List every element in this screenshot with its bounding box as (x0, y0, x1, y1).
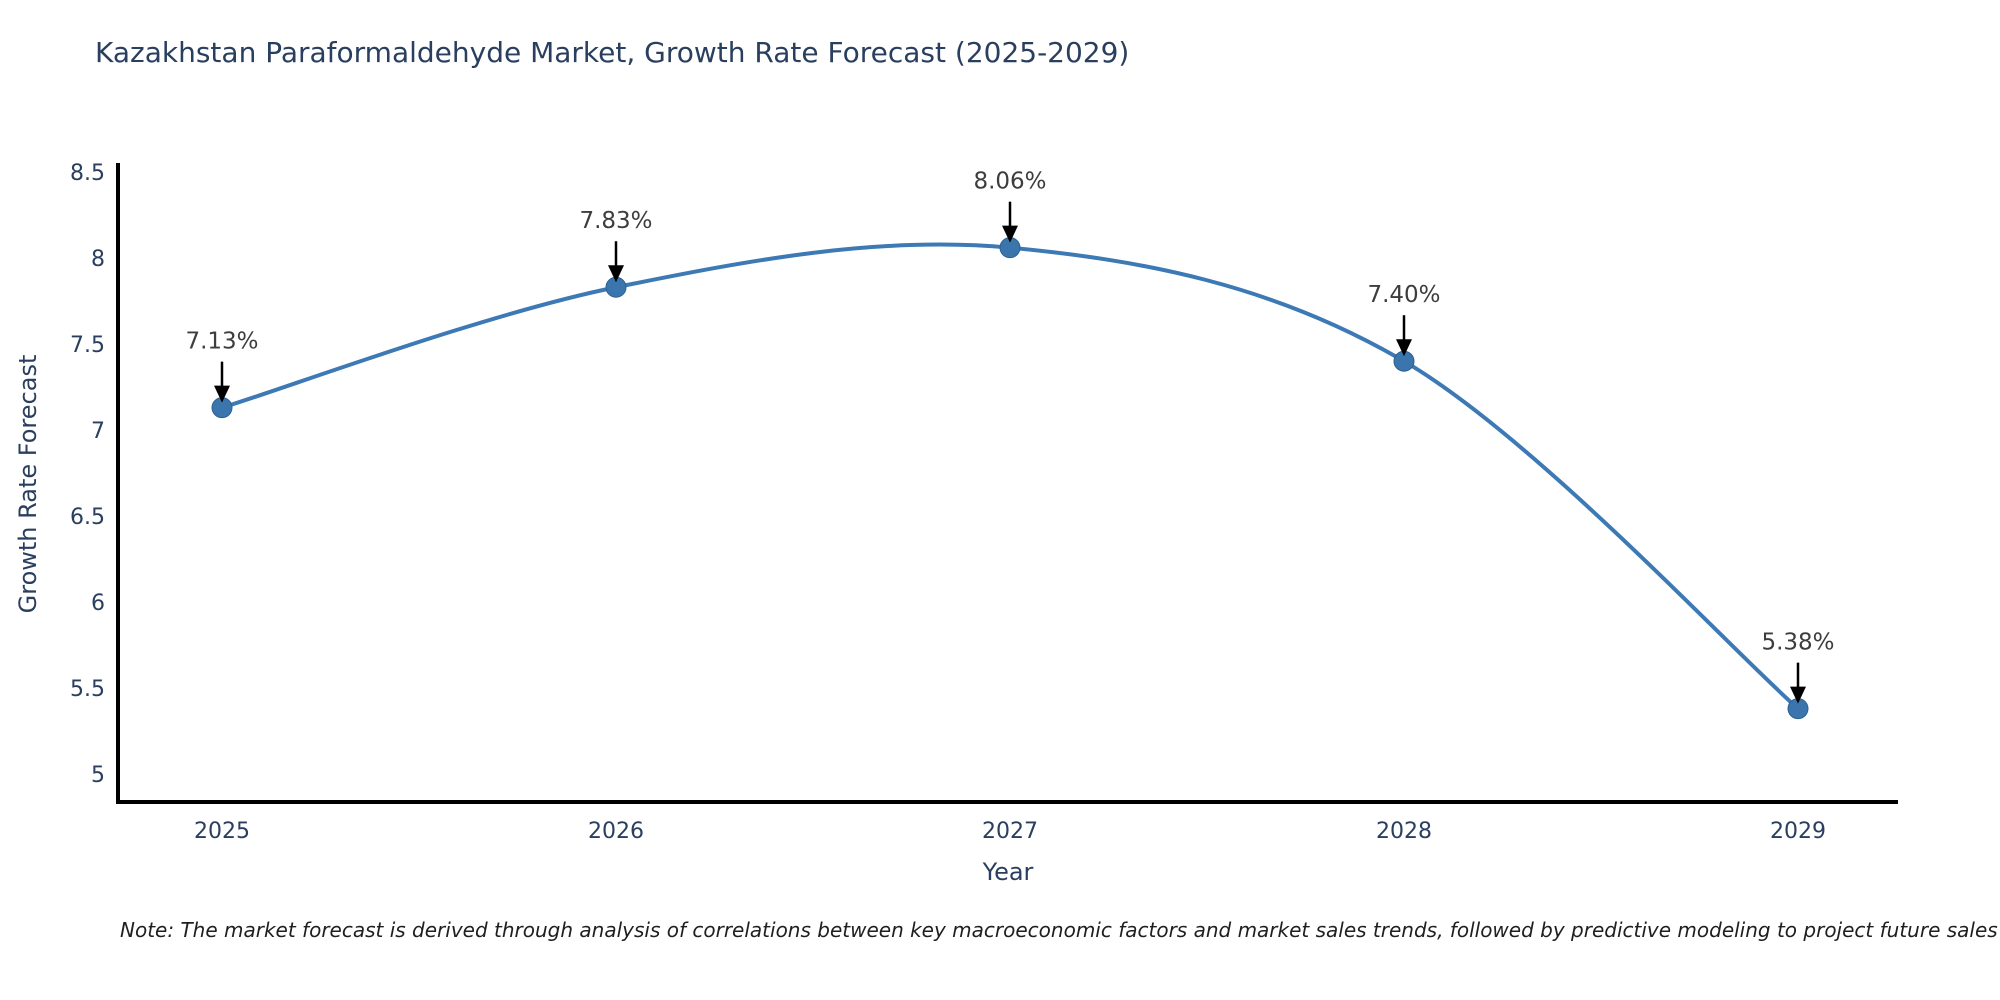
annotation-arrow-head (1396, 339, 1412, 357)
x-axis-title: Year (982, 858, 1034, 886)
y-tick-label: 7.5 (70, 333, 105, 358)
y-tick-label: 8.5 (70, 161, 105, 186)
axes (116, 163, 1898, 804)
x-tick-label: 2029 (1770, 819, 1826, 844)
annotation-arrow-head (608, 265, 624, 283)
x-tick-label: 2027 (982, 819, 1038, 844)
y-tick-label: 6.5 (70, 505, 105, 530)
series-line (220, 242, 1800, 711)
chart-title: Kazakhstan Paraformaldehyde Market, Grow… (95, 36, 1130, 69)
annotations-group: 7.13% 7.83% 8.06% 7.40% 5.38% (185, 169, 1835, 704)
footnote: Note: The market forecast is derived thr… (120, 918, 1998, 942)
x-tick-label: 2026 (588, 819, 644, 844)
x-tick-label: 2028 (1376, 819, 1432, 844)
point-value-label: 7.40% (1367, 282, 1440, 308)
annotation-arrow-head (1790, 686, 1806, 704)
y-tick-labels: 8.5 8 7.5 7 6.5 6 5.5 5 (70, 161, 105, 788)
y-tick-label: 5.5 (70, 677, 105, 702)
annotation-arrow-head (214, 385, 230, 403)
y-tick-label: 5 (91, 763, 105, 788)
y-tick-label: 6 (91, 591, 105, 616)
annotation-arrow-head (1002, 225, 1018, 243)
y-tick-label: 8 (91, 247, 105, 272)
point-value-label: 8.06% (973, 169, 1046, 195)
series-line-group (211, 237, 1809, 720)
y-tick-label: 7 (91, 419, 105, 444)
point-value-label: 5.38% (1761, 630, 1834, 656)
point-value-label: 7.13% (185, 329, 258, 355)
point-value-label: 7.83% (579, 208, 652, 234)
x-tick-labels: 2025 2026 2027 2028 2029 (194, 819, 1826, 844)
x-tick-label: 2025 (194, 819, 250, 844)
